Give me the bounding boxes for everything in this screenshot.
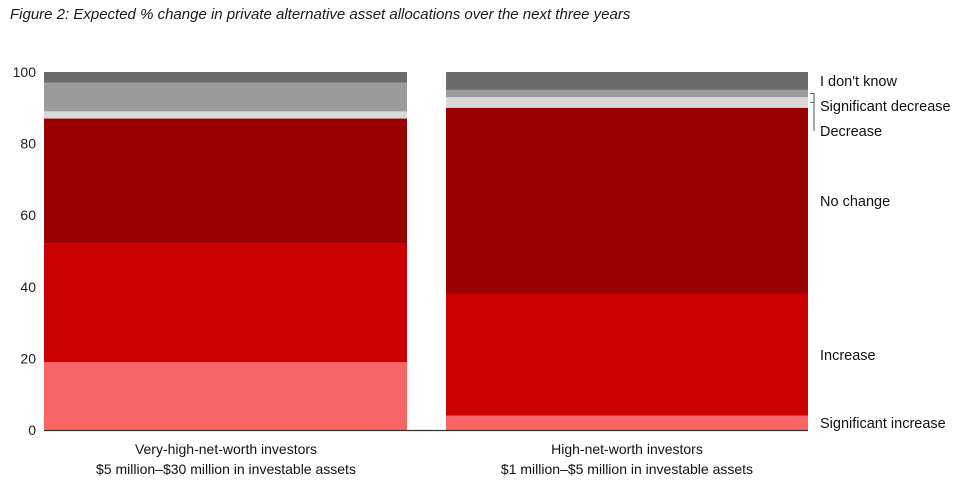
chart-title: Figure 2: Expected % change in private a… <box>10 6 631 23</box>
bar-segment-decrease-2 <box>446 97 808 108</box>
y-tick-label-40: 40 <box>20 279 36 295</box>
bar-segment-i-don-t-know-1 <box>44 72 407 83</box>
legend-label-no-change: No change <box>820 194 890 210</box>
y-tick-label-0: 0 <box>28 422 36 438</box>
category-label-1-line1: Very-high-net-worth investors <box>135 441 317 457</box>
y-tick-label-20: 20 <box>20 350 36 366</box>
category-label-2-line1: High-net-worth investors <box>551 441 703 457</box>
bar-segment-decrease-1 <box>44 111 407 119</box>
bar-segment-increase-1 <box>44 243 407 362</box>
y-tick-label-80: 80 <box>20 136 36 152</box>
bar-segment-i-don-t-know-2 <box>446 72 808 90</box>
bar-segment-significant-decrease-2 <box>446 89 808 98</box>
legend-label-i-don-t-know: I don't know <box>820 74 897 90</box>
legend-connector-significant-decrease <box>810 92 815 106</box>
legend-label-significant-increase: Significant increase <box>820 416 946 432</box>
legend-connector-decrease <box>810 101 815 131</box>
bar-segment-significant-increase-1 <box>44 361 407 430</box>
y-tick-label-60: 60 <box>20 207 36 223</box>
bar-segment-increase-2 <box>446 293 808 416</box>
bar-segment-no-change-2 <box>446 107 808 294</box>
bar-segment-significant-decrease-1 <box>44 82 407 112</box>
legend-label-significant-decrease: Significant decrease <box>820 99 951 115</box>
bar-segment-significant-increase-2 <box>446 415 808 430</box>
bar-segment-no-change-1 <box>44 118 407 244</box>
category-label-2-line2: $1 million–$5 million in investable asse… <box>501 461 753 477</box>
legend-label-increase: Increase <box>820 348 876 364</box>
category-label-1-line2: $5 million–$30 million in investable ass… <box>96 461 356 477</box>
legend-label-decrease: Decrease <box>820 124 882 140</box>
y-tick-label-100: 100 <box>13 64 37 80</box>
